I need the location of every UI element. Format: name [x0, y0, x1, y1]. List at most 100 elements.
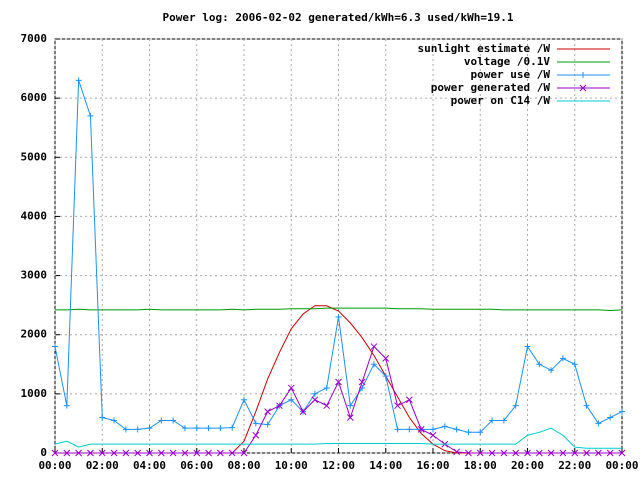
point-marker [181, 449, 189, 457]
point-marker [595, 449, 602, 457]
point-marker [75, 449, 82, 457]
point-marker [559, 355, 566, 362]
point-marker [51, 449, 59, 457]
legend-label: sunlight estimate /W [418, 42, 551, 55]
legend-label: power on C14 /W [451, 94, 551, 107]
point-marker [406, 396, 413, 404]
point-marker [524, 449, 531, 457]
point-marker [465, 429, 472, 436]
point-marker [122, 449, 130, 457]
x-tick-label: 08:00 [227, 459, 260, 472]
point-marker [571, 449, 579, 457]
legend-label: power use /W [471, 68, 551, 81]
point-marker [571, 361, 578, 368]
point-marker [358, 378, 366, 386]
point-marker [146, 449, 153, 457]
y-tick-label: 6000 [21, 91, 48, 104]
point-marker [500, 449, 508, 457]
x-tick-label: 10:00 [275, 459, 308, 472]
y-tick-label: 2000 [21, 328, 48, 341]
point-marker [264, 421, 271, 428]
series-line [55, 307, 623, 311]
point-marker [205, 425, 212, 432]
x-tick-label: 20:00 [511, 459, 544, 472]
point-marker [548, 367, 555, 374]
point-marker [229, 424, 236, 431]
point-marker [429, 431, 437, 439]
point-marker [157, 449, 165, 457]
x-tick-label: 04:00 [133, 459, 166, 472]
x-tick-label: 22:00 [558, 459, 591, 472]
point-marker [382, 373, 389, 380]
point-marker [595, 420, 602, 427]
point-marker [241, 396, 247, 403]
point-marker [346, 414, 354, 421]
point-marker [500, 417, 507, 424]
point-marker [607, 414, 614, 421]
x-tick-label: 00:00 [605, 459, 638, 472]
legend-label: power generated /W [431, 81, 551, 94]
point-marker [205, 449, 212, 457]
x-tick-label: 12:00 [322, 459, 355, 472]
point-marker [311, 396, 319, 404]
x-tick-label: 00:00 [38, 459, 71, 472]
point-marker [146, 425, 153, 432]
x-tick-label: 06:00 [180, 459, 213, 472]
point-marker [547, 449, 555, 457]
y-tick-label: 3000 [21, 269, 48, 282]
point-marker [441, 423, 448, 430]
point-marker [583, 449, 590, 457]
point-marker [87, 112, 94, 119]
point-marker [382, 355, 390, 362]
point-marker [476, 449, 484, 457]
point-marker [512, 449, 520, 457]
y-tick-label: 7000 [21, 32, 48, 45]
point-marker [193, 425, 200, 432]
point-marker [217, 425, 224, 432]
point-marker [580, 72, 586, 78]
point-marker [63, 402, 70, 409]
point-marker [619, 408, 625, 415]
point-marker [347, 402, 354, 409]
point-marker [579, 84, 587, 92]
y-tick-label: 1000 [21, 387, 48, 400]
point-marker [122, 426, 129, 433]
point-marker [252, 420, 259, 427]
x-tick-label: 02:00 [86, 459, 119, 472]
point-marker [323, 384, 330, 391]
point-marker [335, 378, 342, 386]
point-marker [512, 402, 519, 409]
point-marker [288, 396, 295, 403]
x-tick-label: 18:00 [464, 459, 497, 472]
point-marker [335, 313, 342, 320]
point-marker [488, 449, 496, 457]
point-marker [111, 417, 118, 424]
point-marker [323, 402, 331, 410]
point-marker [252, 431, 260, 439]
point-marker [181, 425, 188, 432]
point-marker [477, 429, 484, 436]
point-marker [370, 343, 378, 350]
point-marker [287, 384, 295, 392]
point-marker [264, 408, 271, 415]
point-marker [158, 417, 165, 424]
y-tick-label: 0 [40, 446, 47, 459]
point-marker [370, 361, 377, 368]
point-marker [276, 402, 283, 410]
x-tick-label: 16:00 [416, 459, 449, 472]
point-marker [453, 448, 460, 456]
point-marker [489, 417, 496, 424]
point-marker [465, 449, 472, 457]
point-marker [170, 417, 177, 424]
point-marker [299, 408, 307, 415]
point-marker [217, 449, 224, 457]
point-marker [169, 449, 177, 457]
point-marker [453, 426, 460, 433]
point-marker [618, 449, 626, 457]
point-marker [87, 449, 94, 457]
point-marker [524, 343, 531, 350]
point-marker [559, 449, 567, 457]
point-marker [75, 77, 82, 84]
point-marker [606, 449, 614, 457]
